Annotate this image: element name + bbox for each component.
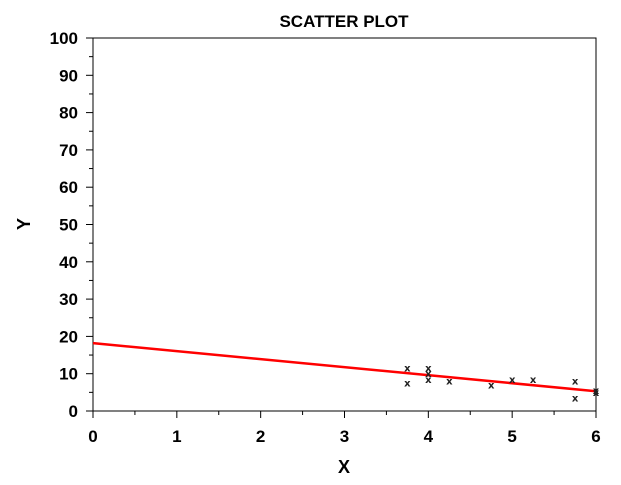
data-point: x	[593, 388, 600, 399]
x-tick-label: 5	[507, 427, 516, 446]
x-tick-label: 3	[340, 427, 349, 446]
data-point: x	[488, 380, 495, 391]
x-tick-label: 4	[424, 427, 434, 446]
y-tick-label: 100	[50, 29, 78, 48]
data-point: x	[572, 377, 579, 388]
y-tick-label: 90	[59, 66, 78, 85]
y-tick-label: 30	[59, 290, 78, 309]
data-point: x	[593, 386, 600, 397]
x-tick-label: 1	[172, 427, 181, 446]
y-tick-label: 10	[59, 365, 78, 384]
y-tick-label: 0	[69, 402, 78, 421]
data-point: x	[425, 364, 432, 375]
data-point: x	[404, 379, 411, 390]
data-point: x	[509, 375, 516, 386]
x-axis-title: X	[338, 457, 350, 477]
plot-frame	[92, 37, 597, 412]
x-tick-label: 2	[256, 427, 265, 446]
y-tick-label: 60	[59, 178, 78, 197]
data-point: x	[530, 375, 537, 386]
data-point: x	[404, 364, 411, 375]
x-tick-label: 0	[88, 427, 97, 446]
y-tick-label: 20	[59, 327, 78, 346]
data-point: x	[572, 393, 579, 404]
y-tick-label: 70	[59, 141, 78, 160]
y-tick-label: 80	[59, 104, 78, 123]
data-point: x	[446, 377, 453, 388]
fit-line	[92, 341, 597, 393]
y-axis-title: Y	[14, 218, 34, 230]
y-tick-label: 40	[59, 253, 78, 272]
y-tick-label: 50	[59, 216, 78, 235]
x-tick-label: 6	[591, 427, 600, 446]
data-point: x	[425, 369, 432, 380]
chart-title: SCATTER PLOT	[279, 12, 409, 31]
data-point: x	[425, 375, 432, 386]
fit-line-group	[92, 341, 597, 393]
